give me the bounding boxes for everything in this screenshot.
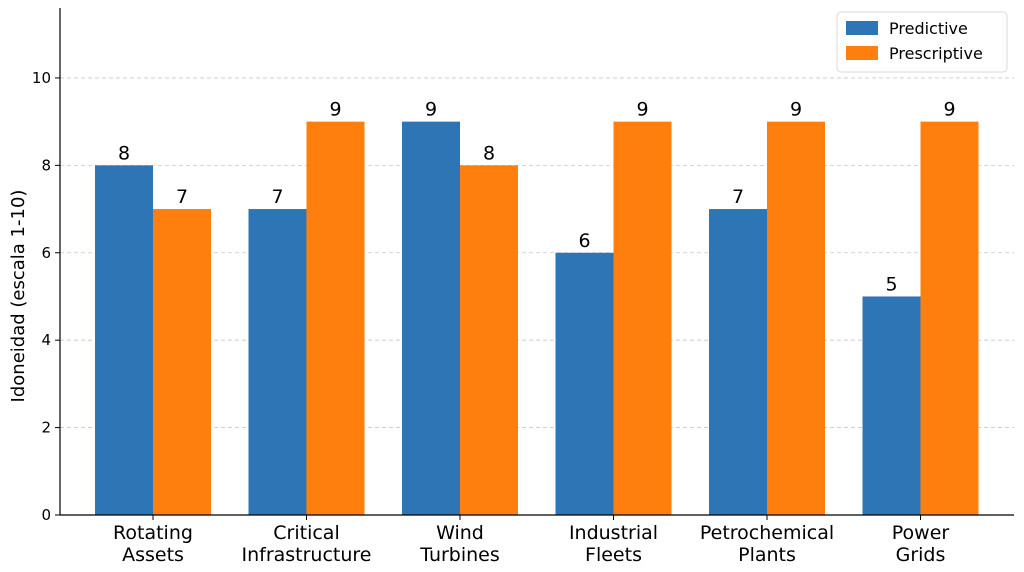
- y-tick-label: 4: [41, 331, 51, 349]
- data-label: 6: [578, 230, 590, 252]
- x-tick-label: Petrochemical Plants: [700, 522, 834, 566]
- data-label: 9: [790, 99, 802, 121]
- gridlines: [60, 77, 1014, 428]
- bar-prescriptive: [613, 121, 672, 515]
- legend: Predictive Prescriptive: [836, 11, 1008, 73]
- bar-predictive: [862, 296, 921, 515]
- bar-predictive: [248, 209, 307, 515]
- legend-box: [836, 11, 1008, 73]
- data-label: 8: [118, 142, 130, 164]
- data-label: 8: [483, 142, 495, 164]
- data-label: 9: [943, 99, 955, 121]
- x-tick-label: Critical Infrastructure: [241, 522, 371, 566]
- bar-prescriptive: [767, 121, 825, 515]
- y-tick-label: 2: [41, 419, 51, 437]
- data-label: 7: [732, 186, 744, 208]
- axes: [55, 8, 1014, 520]
- data-label: 5: [885, 273, 897, 295]
- legend-label-prescriptive: Prescriptive: [889, 44, 983, 63]
- bar-predictive: [402, 121, 460, 515]
- bar-prescriptive: [153, 209, 211, 515]
- bar-prescriptive: [460, 165, 518, 515]
- bar-predictive: [95, 165, 153, 515]
- x-tick-label: Rotating Assets: [113, 522, 193, 566]
- data-label: 7: [176, 186, 188, 208]
- y-tick-label: 6: [41, 244, 51, 262]
- data-label: 9: [425, 99, 437, 121]
- x-tick-label: Power Grids: [892, 522, 950, 566]
- y-tick-label: 10: [32, 69, 51, 87]
- data-label: 9: [329, 99, 341, 121]
- data-label: 9: [636, 99, 648, 121]
- bar-prescriptive: [306, 121, 365, 515]
- bar-predictive: [555, 252, 614, 516]
- x-tick-label: Industrial Fleets: [569, 522, 658, 566]
- y-axis-title: Idoneidad (escala 1-10): [8, 190, 29, 403]
- legend-label-predictive: Predictive: [889, 19, 968, 38]
- y-tick-label: 8: [41, 156, 51, 174]
- bars: [95, 121, 979, 516]
- data-label: 7: [271, 186, 283, 208]
- bar-prescriptive: [920, 121, 979, 515]
- bar-predictive: [709, 209, 767, 515]
- legend-swatch-prescriptive: [846, 46, 878, 60]
- labels: 0 2 4 6 8 10 8 7 Rotating Assets 7 9 Critical Infrast…: [32, 69, 956, 566]
- y-tick-label: 0: [41, 506, 51, 524]
- x-tick-label: Wind Turbines: [419, 522, 500, 566]
- legend-swatch-predictive: [846, 21, 878, 35]
